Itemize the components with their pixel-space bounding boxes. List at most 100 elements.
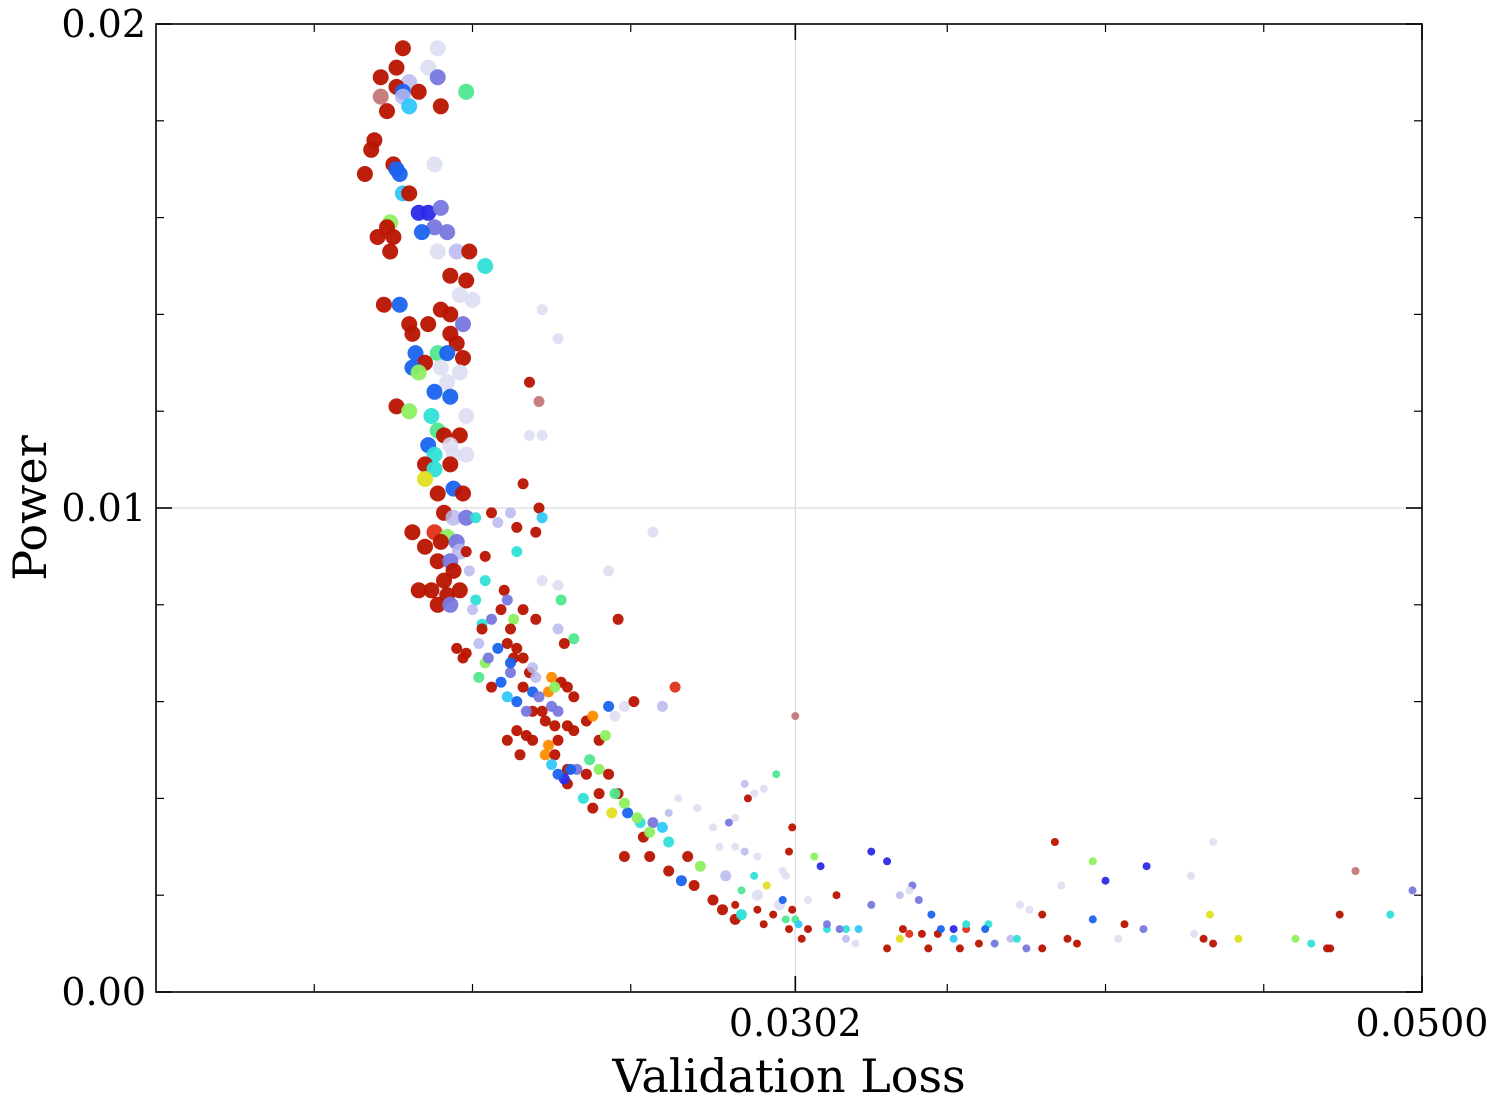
- scatter-point: [1187, 871, 1195, 880]
- scatter-point: [455, 350, 471, 366]
- scatter-point: [505, 657, 516, 669]
- grid-lines: [156, 24, 1422, 992]
- scatter-point: [511, 546, 523, 558]
- scatter-point: [593, 788, 605, 800]
- scatter-point: [517, 681, 529, 693]
- scatter-point: [1025, 905, 1034, 914]
- scatter-point: [781, 871, 790, 880]
- scatter-point: [785, 847, 793, 856]
- scatter-point: [442, 456, 459, 473]
- scatter-point: [842, 925, 850, 934]
- scatter-point: [785, 925, 793, 934]
- scatter-point: [439, 224, 456, 241]
- scatter-point: [479, 575, 491, 587]
- scatter-point: [514, 749, 526, 761]
- scatter-point: [379, 103, 395, 120]
- scatter-point: [743, 794, 752, 803]
- scatter-point: [1209, 939, 1218, 948]
- scatter-point: [552, 579, 564, 591]
- scatter-point: [663, 865, 675, 877]
- scatter-point: [603, 768, 615, 780]
- scatter-point: [477, 258, 494, 274]
- scatter-point: [609, 710, 621, 722]
- scatter-point: [458, 408, 475, 424]
- scatter-point: [797, 934, 806, 943]
- scatter-point: [720, 870, 732, 882]
- scatter-point: [451, 582, 468, 599]
- scatter-point: [927, 910, 936, 919]
- scatter-point: [458, 83, 475, 100]
- scatter-point: [426, 156, 443, 173]
- scatter-point: [804, 896, 812, 904]
- scatter-point: [823, 920, 831, 929]
- scatter-point: [451, 364, 468, 381]
- scatter-point: [457, 652, 469, 664]
- scatter-point: [791, 712, 800, 721]
- scatter-point: [905, 886, 914, 895]
- y-tick-label: 0.00: [61, 970, 146, 1014]
- scatter-point: [587, 802, 599, 814]
- scatter-point: [618, 797, 630, 809]
- scatter-point: [816, 862, 825, 871]
- scatter-point: [495, 604, 507, 616]
- scatter-point: [417, 538, 433, 555]
- scatter-point: [647, 526, 659, 538]
- scatter-point: [1057, 881, 1066, 890]
- scatter-point: [1088, 915, 1097, 924]
- scatter-point: [603, 565, 615, 577]
- scatter-point: [618, 700, 630, 712]
- scatter-point: [520, 730, 532, 741]
- scatter-point: [898, 925, 907, 934]
- scatter-point: [740, 847, 749, 856]
- scatter-point: [599, 730, 611, 741]
- scatter-point: [759, 920, 768, 929]
- scatter-point: [631, 812, 643, 824]
- scatter-point: [455, 316, 471, 333]
- scatter-point: [772, 770, 781, 779]
- scatter-point: [501, 638, 513, 649]
- scatter-point: [688, 880, 700, 891]
- scatter-point: [495, 676, 507, 688]
- scatter-point: [905, 929, 914, 938]
- scatter-point: [1408, 886, 1417, 895]
- scatter-point: [492, 517, 504, 528]
- scatter-point: [603, 700, 615, 712]
- scatter-point: [442, 596, 459, 613]
- scatter-point: [385, 229, 402, 245]
- scatter-point: [731, 813, 740, 822]
- scatter-point: [962, 920, 971, 929]
- scatter-point: [664, 808, 673, 817]
- scatter-point: [524, 376, 535, 388]
- scatter-point: [442, 388, 459, 405]
- scatter-point: [429, 243, 446, 260]
- scatter-point: [432, 98, 449, 115]
- scatter-point: [1142, 862, 1151, 871]
- scatter-point: [1205, 910, 1214, 919]
- scatter-point: [914, 896, 923, 904]
- scatter-point: [439, 374, 456, 391]
- scatter-point: [717, 904, 728, 916]
- scatter-point: [404, 325, 421, 342]
- scatter-point: [917, 929, 926, 938]
- scatter-point: [448, 243, 465, 260]
- scatter-point: [644, 851, 656, 862]
- scatter-point: [788, 905, 797, 914]
- scatter-point: [593, 763, 605, 775]
- scatter-point: [517, 604, 529, 616]
- scatter-point: [974, 939, 983, 948]
- scatter-point: [1006, 934, 1015, 943]
- scatter-point: [546, 671, 558, 683]
- scatter-point: [669, 681, 681, 693]
- scatter-point: [656, 821, 668, 833]
- scatter-point: [420, 316, 437, 333]
- scatter-point: [561, 681, 573, 693]
- scatter-point: [804, 925, 812, 934]
- scatter-point: [1114, 934, 1123, 943]
- scatter-point: [498, 584, 510, 596]
- scatter-point: [1351, 867, 1360, 875]
- scatter-point: [410, 83, 427, 100]
- scatter-point: [505, 667, 516, 679]
- scatter-point: [1101, 876, 1110, 885]
- scatter-point: [517, 652, 529, 664]
